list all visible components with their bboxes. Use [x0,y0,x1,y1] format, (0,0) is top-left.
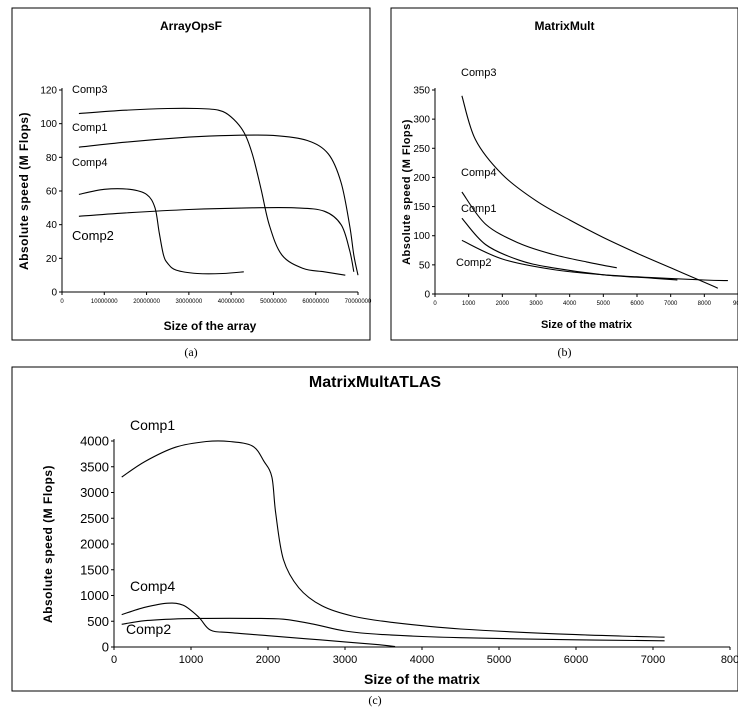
chart-b-series-comp1-line [461,217,678,281]
chart-a-ytick-label: 20 [46,254,58,265]
chart-b-series-comp3-label: Comp3 [461,67,496,79]
chart-c-series-comp4-label: Comp4 [130,578,175,594]
chart-a-series-comp2-line [78,206,355,272]
chart-a-caption: (a) [184,345,197,359]
chart-c-series-comp2-label: Comp2 [126,621,171,637]
chart-a-xtick-label: 70000000 [345,299,372,305]
chart-b-xtick-label: 7000 [664,301,678,307]
chart-c-ytick-label: 3000 [80,485,109,500]
chart-a-series-comp4-label: Comp4 [72,157,107,169]
chart-b-series-comp2-label: Comp2 [456,257,491,269]
chart-a: ArrayOpsF 0 10000000 20000000 30000000 400000… [11,7,372,341]
chart-a-series-comp1-line [78,134,359,276]
chart-c-xtick-label: 2000 [256,654,280,666]
chart-b-xtick-label: 2000 [496,301,510,307]
chart-a-ytick-label: 0 [51,288,57,299]
chart-b-xtick-label: 6000 [630,301,644,307]
chart-c-title: MatrixMultATLAS [309,374,441,391]
chart-b-ytick-label: 100 [413,231,430,242]
chart-a-xtick-label: 20000000 [133,299,160,305]
chart-c-ytick-label: 4000 [80,434,109,449]
chart-b-xtick-label: 0 [433,301,437,307]
chart-a-ytick-label: 80 [46,153,58,164]
chart-c-xtick-label: 4000 [410,654,434,666]
chart-a-title: ArrayOpsF [160,19,222,33]
chart-b-xtick-label: 8000 [698,301,712,307]
chart-a-series-comp1-label: Comp1 [72,122,107,134]
chart-b-frame [390,7,738,341]
chart-b-ytick-label: 50 [419,260,431,271]
chart-b-caption: (b) [558,345,572,359]
chart-b-xtick-label: 5000 [597,301,611,307]
chart-a-xtick-label: 50000000 [260,299,287,305]
chart-c-y-axis-label: Absolute speed (M Flops) [41,465,55,623]
chart-c-frame [11,366,738,692]
chart-c-xtick-label: 6000 [564,654,588,666]
chart-c-ytick-label: 500 [87,614,109,629]
chart-c-xtick-label: 0 [111,654,117,666]
chart-a-xtick-label: 0 [60,299,64,305]
chart-c-ytick-label: 0 [102,640,109,655]
chart-c-ytick-label: 1500 [80,562,109,577]
chart-b-series-comp2-line [461,239,728,282]
chart-b-series-comp4-label: Comp4 [461,167,496,179]
chart-b-title: MatrixMult [535,19,595,33]
chart-c-xtick-label: 800 [721,654,738,666]
chart-b-xtick-label: 4000 [563,301,577,307]
chart-c-xtick-label: 3000 [333,654,357,666]
chart-a-xtick-label: 30000000 [176,299,203,305]
chart-c-x-axis-label: Size of the matrix [364,671,480,687]
chart-b-series-comp3-line [461,95,719,289]
chart-a-frame [11,7,371,341]
chart-b-x-axis-label: Size of the matrix [541,319,633,331]
chart-c-ytick-label: 2500 [80,511,109,526]
chart-a-series-comp4-line [78,188,244,275]
chart-b-ytick-label: 200 [413,173,430,184]
chart-a-y-axis-label: Absolute speed (M Flops) [17,112,31,270]
chart-c-caption: (c) [368,693,381,707]
chart-c-series-comp2-line [121,617,665,642]
chart-c-ytick-label: 3500 [80,459,109,474]
chart-c-ytick-label: 2000 [80,537,109,552]
chart-c-series-comp4-line [121,602,396,648]
chart-b-xtick-label: 900 [733,301,738,307]
chart-c-ytick-label: 1000 [80,588,109,603]
chart-b-series-comp1-label: Comp1 [461,203,496,215]
chart-c-xtick-label: 7000 [641,654,665,666]
chart-c-series-comp1-label: Comp1 [130,417,175,433]
chart-b-xtick-label: 3000 [529,301,543,307]
chart-b-ytick-label: 250 [413,144,430,155]
chart-a-ytick-label: 100 [40,119,57,130]
chart-b-xtick-label: 1000 [462,301,476,307]
chart-b-ytick-label: 150 [413,202,430,213]
chart-c-xtick-label: 5000 [487,654,511,666]
chart-a-xtick-label: 10000000 [91,299,118,305]
chart-a-ytick-label: 60 [46,187,58,198]
chart-c-xtick-label: 1000 [179,654,203,666]
chart-b-ytick-label: 350 [413,86,430,97]
chart-a-series-comp3-line [78,107,346,276]
chart-a-x-axis-label: Size of the array [164,319,257,333]
chart-a-series-comp3-label: Comp3 [72,84,107,96]
chart-b-ytick-label: 0 [424,290,430,301]
chart-a-series-comp2-label: Comp2 [72,228,114,243]
chart-b-series-comp4-line [461,191,617,269]
chart-b-ytick-label: 300 [413,115,430,126]
chart-a-xtick-label: 40000000 [218,299,245,305]
chart-c-series-comp1-line [121,440,665,638]
chart-a-ytick-label: 40 [46,220,58,231]
chart-b-y-axis-label: Absolute speed (M Flops) [401,119,413,265]
chart-a-xtick-label: 60000000 [302,299,329,305]
chart-a-ytick-label: 120 [40,86,57,97]
